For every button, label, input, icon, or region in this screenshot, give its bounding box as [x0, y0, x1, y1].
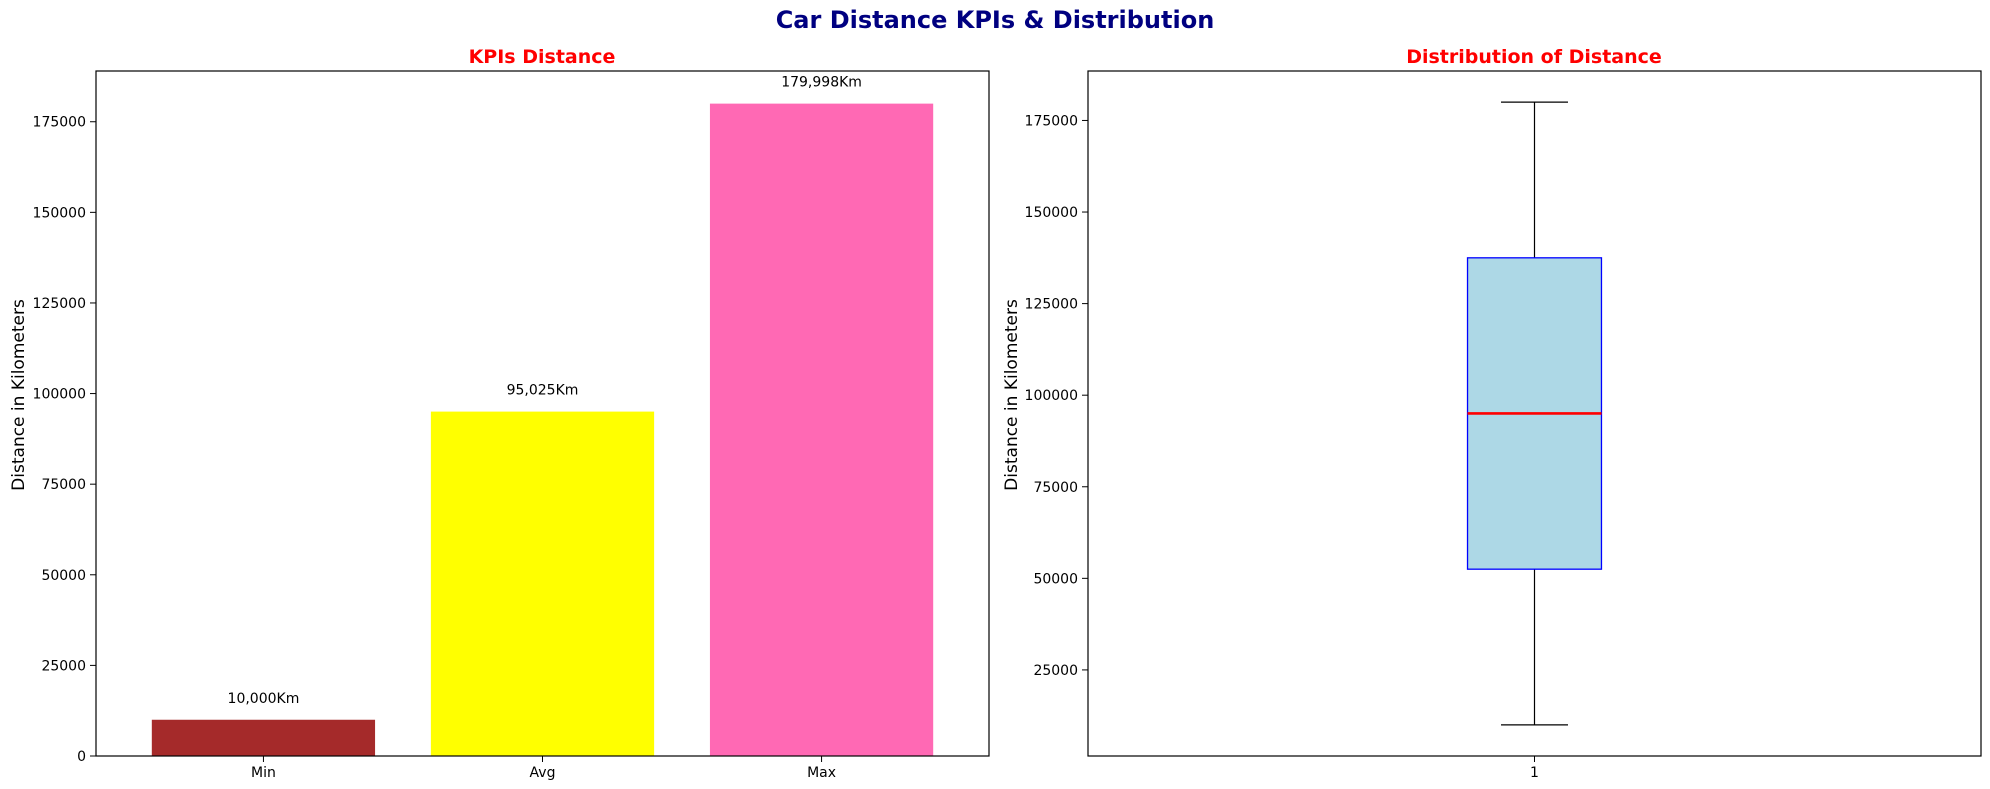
bar-min — [151, 719, 376, 756]
kpi-bar-chart: KPIs Distance Distance in Kilometers 0 25… — [9, 46, 990, 781]
box-y-tick-label: 100000 — [1025, 388, 1078, 404]
bar-value-label: 10,000Km — [228, 691, 300, 707]
box-plot-title: Distribution of Distance — [1406, 46, 1662, 68]
box-y-tick-label: 175000 — [1025, 113, 1078, 129]
box-y-tick-label: 150000 — [1025, 205, 1078, 221]
box-y-tick-label: 50000 — [1033, 571, 1078, 587]
bar-chart-frame — [95, 70, 990, 757]
bar-chart-y-axis: 0 25000 50000 75000 100000 125000 150000 175000 — [33, 115, 96, 765]
bar-x-tick-label: Max — [807, 765, 836, 781]
bar-value-label: 95,025Km — [507, 383, 579, 399]
bar-max — [709, 103, 934, 757]
box-plot-y-axis: 25000 50000 75000 100000 125000 150000 175000 — [1025, 113, 1088, 679]
figure-title: Car Distance KPIs & Distribution — [776, 6, 1215, 34]
bar-y-tick-label: 25000 — [41, 658, 86, 674]
bar-chart-bars: 10,000Km 95,025Km 179,998Km — [151, 75, 934, 757]
bar-y-tick-label: 175000 — [33, 115, 86, 131]
bar-y-tick-label: 125000 — [33, 296, 86, 312]
bar-chart-x-axis: Min Avg Max — [251, 756, 836, 781]
bar-y-tick-label: 75000 — [41, 477, 86, 493]
box-y-tick-label: 125000 — [1025, 297, 1078, 313]
box-plot-marks — [1466, 101, 1603, 726]
bar-y-tick-label: 150000 — [33, 205, 86, 221]
bar-y-tick-label: 50000 — [41, 568, 86, 584]
box-y-tick-label: 75000 — [1033, 480, 1078, 496]
box-plot-x-axis: 1 — [1530, 756, 1539, 781]
bar-chart-title: KPIs Distance — [469, 46, 616, 68]
bar-value-label: 179,998Km — [781, 75, 862, 91]
bar-x-tick-label: Min — [251, 765, 276, 781]
box-plot-ylabel: Distance in Kilometers — [1002, 299, 1022, 491]
box-y-tick-label: 25000 — [1033, 663, 1078, 679]
bar-chart-ylabel: Distance in Kilometers — [9, 299, 29, 491]
distance-box-plot: Distribution of Distance Distance in Kil… — [1002, 46, 1982, 781]
bar-y-tick-label: 100000 — [33, 387, 86, 403]
bar-y-tick-label: 0 — [77, 749, 86, 765]
box-plot-frame — [1087, 70, 1982, 757]
box-x-tick-label: 1 — [1530, 765, 1539, 781]
bar-avg — [430, 411, 655, 756]
bar-x-tick-label: Avg — [530, 765, 556, 781]
